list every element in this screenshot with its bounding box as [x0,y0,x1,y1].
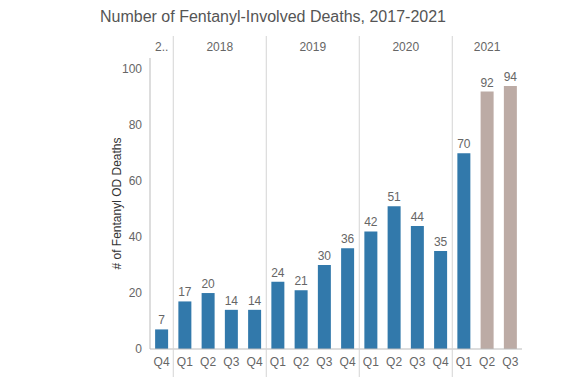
svg-text:80: 80 [129,118,143,132]
svg-text:Q3: Q3 [223,355,239,369]
svg-text:36: 36 [341,232,355,246]
svg-text:40: 40 [129,230,143,244]
svg-text:2020: 2020 [392,40,419,54]
svg-text:17: 17 [178,285,192,299]
svg-text:30: 30 [318,249,332,263]
svg-text:44: 44 [411,210,425,224]
svg-text:Q4: Q4 [340,355,356,369]
svg-text:42: 42 [364,215,378,229]
svg-text:21: 21 [294,274,308,288]
svg-text:Q3: Q3 [502,355,518,369]
svg-text:14: 14 [248,294,262,308]
svg-text:20: 20 [201,277,215,291]
svg-text:2018: 2018 [206,40,233,54]
svg-text:7: 7 [158,313,165,327]
svg-text:70: 70 [457,137,471,151]
svg-text:Q1: Q1 [177,355,193,369]
svg-text:94: 94 [504,70,518,84]
svg-text:2019: 2019 [299,40,326,54]
svg-text:Q1: Q1 [363,355,379,369]
svg-text:Q2: Q2 [293,355,309,369]
svg-text:Q2: Q2 [479,355,495,369]
svg-text:60: 60 [129,174,143,188]
svg-text:Q1: Q1 [270,355,286,369]
svg-text:0: 0 [135,342,142,356]
svg-text:Q4: Q4 [247,355,263,369]
svg-text:14: 14 [225,294,239,308]
html-text:Number of Fentanyl-Involved De: Number of Fentanyl-Involved Deaths, 2017… [100,8,446,25]
svg-text:Q2: Q2 [386,355,402,369]
svg-text:Q4: Q4 [433,355,449,369]
svg-text:100: 100 [122,62,142,76]
svg-text:Q3: Q3 [409,355,425,369]
svg-text:Q4: Q4 [154,355,170,369]
svg-text:24: 24 [271,266,285,280]
svg-text:51: 51 [387,190,401,204]
svg-text:Q1: Q1 [456,355,472,369]
svg-text:Q3: Q3 [316,355,332,369]
svg-text:Q2: Q2 [200,355,216,369]
svg-text:35: 35 [434,235,448,249]
svg-text:2..: 2.. [155,40,168,54]
svg-text:2021: 2021 [474,40,501,54]
svg-text:20: 20 [129,286,143,300]
svg-text:92: 92 [480,76,494,90]
svg-text:# of Fentanyl OD Deaths: # of Fentanyl OD Deaths [110,137,124,269]
